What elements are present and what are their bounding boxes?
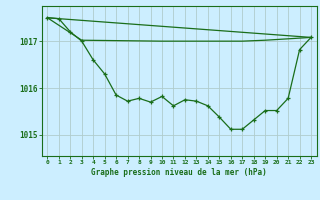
X-axis label: Graphe pression niveau de la mer (hPa): Graphe pression niveau de la mer (hPa) [91,168,267,177]
